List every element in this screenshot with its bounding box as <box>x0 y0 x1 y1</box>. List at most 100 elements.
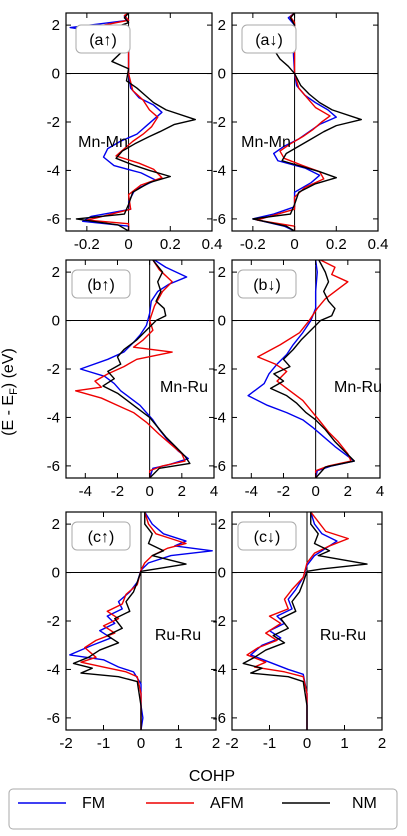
x-tick-label: 2 <box>344 483 352 500</box>
y-tick-label: -2 <box>213 114 226 131</box>
x-tick-label: 0 <box>124 236 132 253</box>
panel-b-up: -4 -2 0 2 4 -6 -4 -2 0 2 (b↑) Mn-Ru <box>47 259 218 500</box>
series-group <box>247 260 355 478</box>
y-tick-label: 0 <box>52 66 60 83</box>
panel-label: (a↑) <box>89 32 117 49</box>
panel-label: (b↓) <box>253 277 281 294</box>
x-tick-label: 4 <box>376 483 384 500</box>
x-tick-label: 1 <box>340 735 348 752</box>
y-tick-label: 0 <box>52 565 60 582</box>
y-tick-label: -2 <box>213 613 226 630</box>
panel-a-up: -0.2 0 0.2 0.4 -6 -4 -2 0 2 (a↑) Mn-Mn <box>47 12 223 253</box>
y-tick-label: -4 <box>47 409 60 426</box>
x-tick-label: -4 <box>79 483 92 500</box>
y-tick-label: 2 <box>218 264 226 281</box>
panel-label-box <box>241 24 297 54</box>
bond-annotation: Mn-Ru <box>160 379 208 396</box>
y-tick-label: -4 <box>213 409 226 426</box>
y-tick-label: 0 <box>218 565 226 582</box>
legend-label-fm: FM <box>82 795 105 812</box>
series-group <box>69 512 213 730</box>
y-tick-label: -4 <box>47 162 60 179</box>
y-tick-label: 2 <box>52 516 60 533</box>
legend-label-nm: NM <box>352 795 377 812</box>
series-line-afm <box>74 260 186 478</box>
y-tick-label: 0 <box>52 313 60 330</box>
y-tick-label: -6 <box>47 710 60 727</box>
series-line-nm <box>72 512 187 730</box>
x-tick-label: -4 <box>245 483 258 500</box>
panel-label-box <box>237 521 297 551</box>
y-tick-label: 2 <box>218 17 226 34</box>
x-tick-label: 0 <box>311 483 319 500</box>
x-tick-label: 0 <box>303 735 311 752</box>
y-tick-label: -4 <box>47 661 60 678</box>
legend-box <box>8 788 398 830</box>
x-tick-label: 2 <box>378 735 386 752</box>
x-tick-label: 4 <box>210 483 218 500</box>
series-group <box>74 260 191 478</box>
x-tick-label: -2 <box>277 483 290 500</box>
x-tick-label: -1 <box>97 735 110 752</box>
x-tick-label: -1 <box>263 735 276 752</box>
y-tick-label: 2 <box>218 516 226 533</box>
panel-label: (c↓) <box>254 529 281 546</box>
x-tick-label: -2 <box>225 735 238 752</box>
series-line-nm <box>242 512 368 730</box>
y-tick-label: -2 <box>47 361 60 378</box>
panel-label: (a↓) <box>255 32 283 49</box>
panel-a-down: -0.2 0 0.2 0.4 -6 -4 -2 0 2 (a↓) Mn-Mn <box>213 12 389 253</box>
y-tick-label: -4 <box>213 162 226 179</box>
y-tick-label: -2 <box>47 114 60 131</box>
panel-label-box <box>71 269 131 299</box>
series-line-afm <box>80 512 187 730</box>
y-tick-label: -6 <box>47 458 60 475</box>
bond-annotation: Mn-Mn <box>78 134 128 151</box>
bond-annotation: Ru-Ru <box>155 627 201 644</box>
legend-label-afm: AFM <box>210 795 244 812</box>
x-tick-label: -0.2 <box>74 236 100 253</box>
y-tick-label: -6 <box>47 211 60 228</box>
series-line-nm <box>269 260 355 478</box>
x-tick-label: -2 <box>59 735 72 752</box>
legend: FM AFM NM <box>8 788 398 830</box>
x-tick-label: 2 <box>212 735 220 752</box>
y-tick-label: 2 <box>52 264 60 281</box>
x-tick-label: 0.4 <box>368 236 389 253</box>
y-tick-label: -4 <box>213 661 226 678</box>
x-tick-label: 1 <box>174 735 182 752</box>
y-tick-label: -2 <box>47 613 60 630</box>
y-tick-label: -6 <box>213 211 226 228</box>
series-line-nm <box>252 13 363 231</box>
bond-annotation: Mn-Ru <box>334 379 382 396</box>
panel-label: (c↑) <box>88 529 115 546</box>
x-tick-label: 0.4 <box>202 236 223 253</box>
panel-c-up: -2 -1 0 1 2 -6 -4 -2 0 2 (c↑) Ru-Ru <box>47 511 220 752</box>
panel-label-box <box>75 24 131 54</box>
series-group <box>252 13 363 231</box>
x-tick-label: -0.2 <box>240 236 266 253</box>
x-tick-label: 0 <box>290 236 298 253</box>
x-tick-label: 0 <box>145 483 153 500</box>
panel-b-down: -4 -2 0 2 4 -6 -4 -2 0 2 (b↓) Mn-Ru <box>213 259 384 500</box>
y-tick-label: -6 <box>213 458 226 475</box>
panel-label-box <box>71 521 131 551</box>
x-tick-label: 2 <box>178 483 186 500</box>
y-tick-label: 0 <box>218 66 226 83</box>
x-tick-label: -2 <box>111 483 124 500</box>
y-tick-label: -2 <box>213 361 226 378</box>
y-axis-label: (E - EF) (eV) <box>0 348 20 436</box>
panel-label-box <box>237 269 297 299</box>
panel-label: (b↑) <box>87 277 115 294</box>
y-tick-label: 0 <box>218 313 226 330</box>
series-line-nm <box>102 260 191 478</box>
x-tick-label: 0.2 <box>160 236 181 253</box>
y-tick-label: 2 <box>52 17 60 34</box>
series-line-afm <box>246 512 349 730</box>
panel-c-down: -2 -1 0 1 2 -6 -4 -2 0 2 (c↓) Ru-Ru <box>213 511 386 752</box>
x-axis-label: COHP <box>189 768 235 785</box>
y-tick-label: -6 <box>213 710 226 727</box>
series-group <box>242 512 368 730</box>
x-tick-label: 0.2 <box>326 236 347 253</box>
